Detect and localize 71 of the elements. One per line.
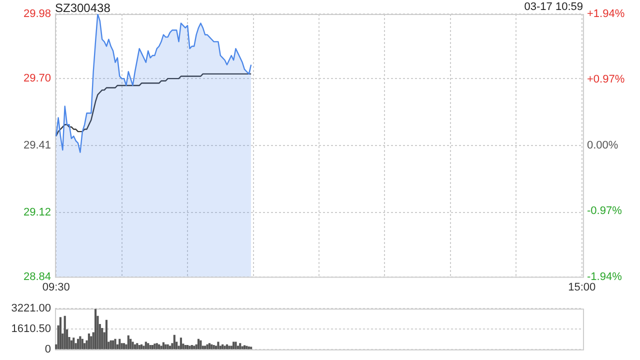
bar [118, 338, 121, 350]
bar [239, 343, 242, 350]
bar [120, 343, 123, 350]
y-tick-label: 29.12 [23, 206, 51, 218]
bar [210, 344, 213, 350]
bar [136, 343, 138, 350]
bar [72, 338, 75, 350]
bar [149, 345, 152, 350]
y2-tick-label: -0.97% [587, 205, 622, 218]
bar [127, 335, 130, 350]
chart-title: SZ300438 [55, 1, 110, 15]
y-tick-label: 29.98 [23, 8, 51, 20]
bar [138, 345, 140, 350]
bar [132, 342, 134, 350]
y-tick-label: 28.84 [23, 270, 51, 283]
bar [197, 338, 200, 350]
bar [162, 342, 164, 350]
bar [76, 338, 80, 350]
bar [130, 338, 132, 350]
y2-tick-label: +0.97% [587, 74, 625, 86]
bar [184, 345, 186, 350]
bar [114, 338, 116, 350]
bar [166, 344, 169, 350]
bar [147, 343, 150, 350]
bar [101, 328, 104, 350]
y-tick-label: 3221.00 [11, 302, 51, 315]
bar [122, 343, 126, 350]
bar [105, 320, 108, 350]
bar [186, 345, 189, 350]
x-tick-label: 15:00 [568, 281, 596, 294]
bar [70, 340, 72, 350]
bar [234, 342, 237, 350]
text: 03-17 10:59 [524, 1, 583, 13]
x-tick-label: 09:30 [42, 281, 70, 294]
bar [144, 342, 147, 350]
bar [217, 342, 220, 350]
bar [212, 345, 215, 350]
bar [173, 334, 176, 350]
bar [154, 344, 156, 350]
bar [180, 338, 182, 350]
bar [59, 317, 62, 350]
bar [90, 336, 92, 350]
bar [208, 343, 210, 350]
y-tick-label: 29.41 [23, 139, 51, 152]
bar [94, 309, 97, 350]
bar [134, 344, 136, 350]
bar [140, 344, 143, 350]
bar [88, 333, 90, 350]
bar [190, 345, 193, 350]
bar [232, 342, 235, 350]
y-tick-label: 0 [44, 343, 51, 356]
y2-tick-label: +1.94% [587, 8, 625, 20]
bar [160, 346, 162, 350]
bar [110, 340, 112, 350]
bar [84, 343, 86, 350]
y2-tick-label: 0.00% [587, 139, 618, 152]
bar [158, 344, 160, 350]
bar [64, 316, 66, 350]
bar [112, 340, 114, 350]
y2-tick-label: -1.94% [587, 270, 622, 283]
bar [156, 343, 158, 350]
y-tick-label: 1610.50 [11, 323, 51, 336]
bar [200, 340, 202, 350]
bar [164, 344, 167, 350]
bar [188, 346, 191, 350]
bar [226, 344, 228, 350]
bar [79, 336, 82, 350]
bar [81, 338, 84, 350]
bar [142, 346, 145, 350]
bar [151, 345, 154, 350]
y-tick-label: 29.70 [23, 72, 51, 85]
